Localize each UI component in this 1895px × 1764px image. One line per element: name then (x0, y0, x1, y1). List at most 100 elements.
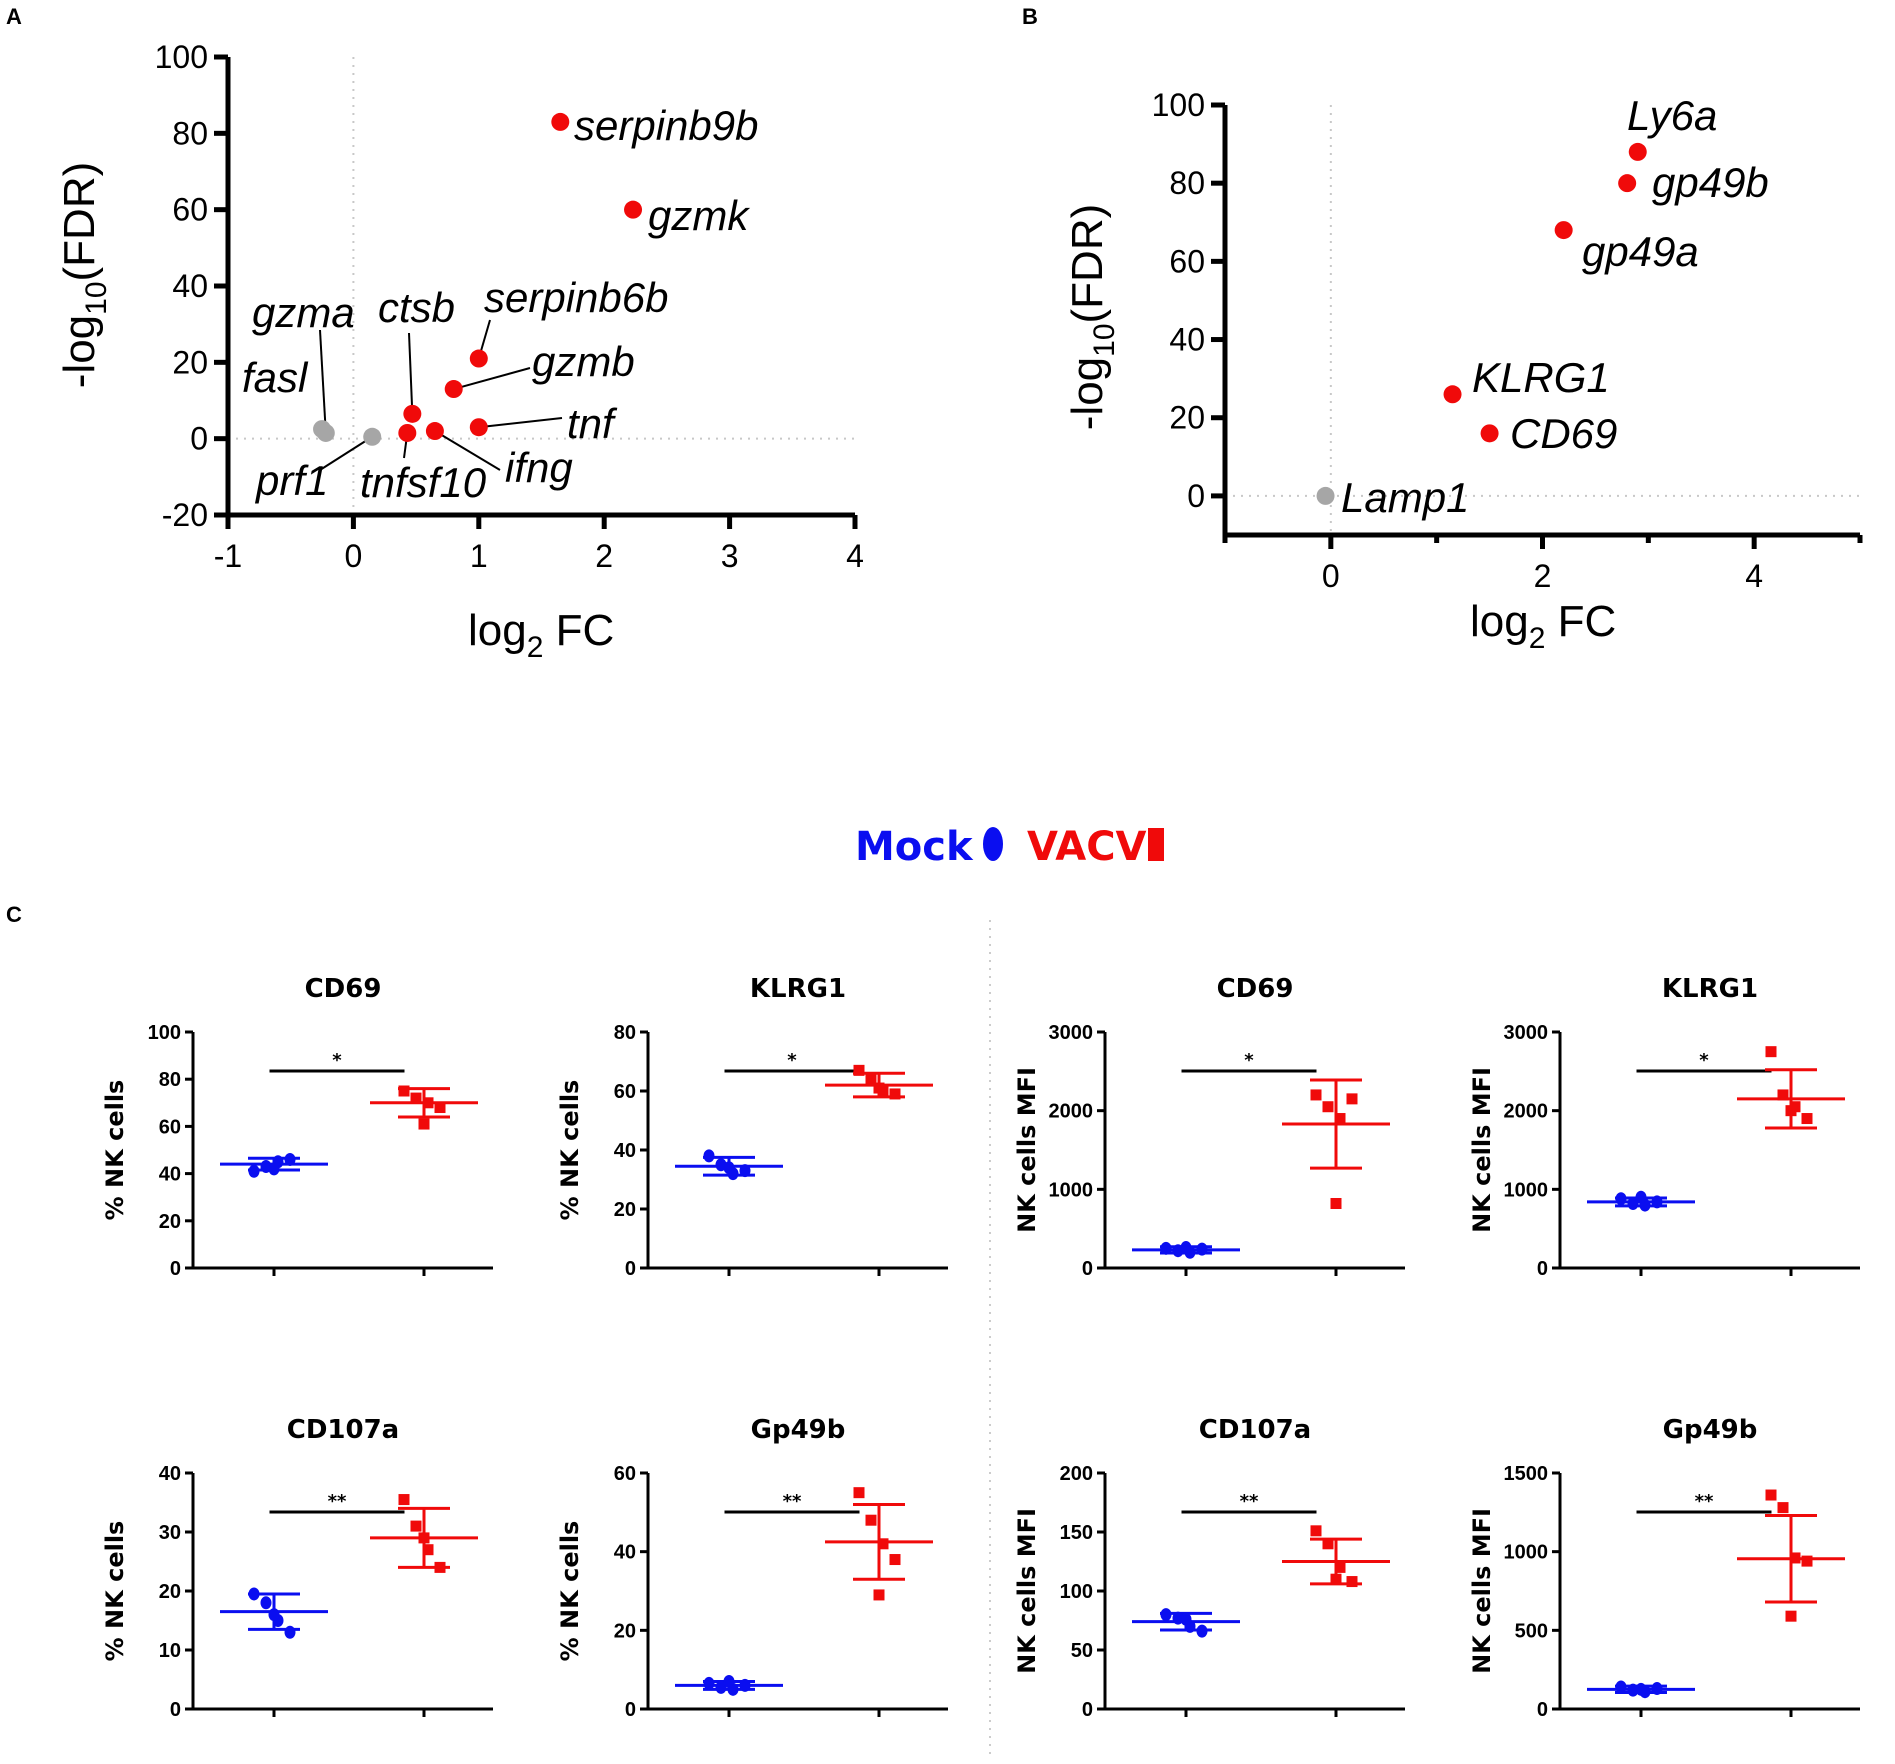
vacv-point (1334, 1113, 1346, 1125)
gene-point-tnf (469, 418, 488, 437)
panel-label-c: C (6, 902, 22, 927)
vacv-point (1789, 1552, 1801, 1564)
vacv-point (853, 1487, 865, 1499)
gene-point-Lamp1 (1316, 486, 1335, 505)
vacv-point (410, 1520, 422, 1532)
dot-plot-C-gp49b-mfi: Gp49b NK cells MFI 0 500 1000 1500 ** (1468, 1415, 1860, 1721)
y-tick-label: 0 (190, 421, 208, 457)
gene-point-serpinb9b (551, 112, 570, 131)
y-axis-label: -log10(FDR) (1063, 204, 1121, 430)
mock-point (1180, 1241, 1192, 1255)
gene-point-KLRG1 (1443, 385, 1462, 404)
y-tick-label: 0 (1537, 1258, 1548, 1280)
gene-point-Ly6a (1628, 142, 1647, 161)
gene-label-prf1: prf1 (254, 457, 328, 504)
significance-label: ** (1240, 1491, 1259, 1512)
y-tick-label: 1000 (1504, 1542, 1549, 1564)
y-tick-label: 60 (159, 1116, 181, 1138)
y-tick-label: 0 (170, 1699, 181, 1721)
x-tick-label: 3 (721, 538, 739, 574)
gene-point-ifng (425, 422, 444, 441)
mock-point (268, 1162, 280, 1176)
x-tick-label: 1 (470, 538, 488, 574)
gene-label-gzmb: gzmb (532, 338, 635, 385)
y-tick-label: -20 (162, 497, 208, 533)
gene-point-gp49b (1618, 174, 1637, 193)
y-tick-label: 2000 (1504, 1101, 1549, 1123)
gene-label-ifng: ifng (505, 444, 573, 491)
gene-label-ctsb: ctsb (378, 284, 455, 331)
vacv-point (853, 1064, 865, 1076)
y-tick-label: 20 (159, 1581, 181, 1603)
mock-point (284, 1152, 296, 1166)
y-tick-label: 0 (1082, 1258, 1093, 1280)
mock-point (284, 1625, 296, 1639)
y-tick-label: 20 (614, 1199, 636, 1221)
mock-point (1172, 1611, 1184, 1625)
significance-label: * (1244, 1050, 1254, 1071)
mock-point (1615, 1680, 1627, 1694)
x-tick-label: 0 (1322, 558, 1340, 594)
y-tick-label: 3000 (1504, 1022, 1549, 1044)
y-tick-label: 100 (1060, 1581, 1093, 1603)
gene-point-gzmb (444, 380, 463, 399)
gene-point-gp49a (1554, 221, 1573, 240)
plot-title: Gp49b (751, 1415, 846, 1445)
gene-point-prf1 (363, 427, 382, 446)
vacv-point (1777, 1502, 1789, 1514)
x-axis-label-sub: 2 (1529, 622, 1546, 655)
y-axis-label: NK cells MFI (1013, 1067, 1041, 1233)
mock-point (1635, 1682, 1647, 1696)
y-axis-label: % NK cells (556, 1080, 584, 1221)
dot-plot-C-cd69-mfi: CD69 NK cells MFI 0 1000 2000 3000 * (1013, 974, 1405, 1280)
x-tick-label: -1 (214, 538, 242, 574)
y-tick-label: 0 (625, 1699, 636, 1721)
mock-point (1160, 1608, 1172, 1622)
x-tick-label: 4 (846, 538, 864, 574)
vacv-point (1322, 1538, 1334, 1550)
y-tick-label: 20 (614, 1620, 636, 1642)
plot-title: CD107a (1199, 1415, 1311, 1445)
vacv-point (398, 1085, 410, 1097)
y-tick-label: 100 (1152, 87, 1205, 123)
plot-title: KLRG1 (750, 974, 846, 1004)
vacv-point (1310, 1525, 1322, 1537)
vacv-point (398, 1494, 410, 1506)
y-tick-label: 150 (1060, 1522, 1093, 1544)
gene-label-gp49b: gp49b (1652, 159, 1769, 206)
gene-label-CD69: CD69 (1510, 410, 1617, 457)
gene-label-fasl: fasl (242, 354, 309, 401)
x-axis-label-main: log (1470, 597, 1529, 646)
mock-point (260, 1596, 272, 1610)
gene-point-tnfsf10 (398, 423, 417, 442)
label-leader-line (319, 435, 373, 471)
vacv-point (877, 1538, 889, 1550)
y-tick-label: 1500 (1504, 1463, 1549, 1485)
vacv-point (418, 1532, 430, 1544)
dot-plot-C-klrg1-mfi: KLRG1 NK cells MFI 0 1000 2000 3000 * (1468, 974, 1860, 1280)
dot-plot-C-cd107a-mfi: CD107a NK cells MFI 0 50 100 150 200 ** (1013, 1415, 1405, 1721)
vacv-point (873, 1082, 885, 1094)
y-tick-label: 80 (614, 1022, 636, 1044)
y-axis-label-pre: -log (55, 315, 104, 388)
panel-label-a: A (6, 4, 22, 29)
plot-title: CD69 (1217, 974, 1294, 1004)
y-tick-label: 80 (159, 1069, 181, 1091)
vacv-point (1801, 1555, 1813, 1567)
y-tick-label: 100 (155, 39, 208, 75)
y-tick-label: 40 (159, 1164, 181, 1186)
y-tick-label: 60 (172, 192, 208, 228)
gene-label-Ly6a: Ly6a (1627, 92, 1717, 139)
x-axis-label: log2 FC (1470, 597, 1616, 655)
y-axis-label: % NK cells (101, 1521, 129, 1662)
gene-point-serpinb6b (469, 349, 488, 368)
y-tick-label: 100 (148, 1022, 181, 1044)
y-tick-label: 0 (1187, 478, 1205, 514)
plot-title: Gp49b (1663, 1415, 1758, 1445)
y-tick-label: 30 (159, 1522, 181, 1544)
y-axis-label: % NK cells (556, 1521, 584, 1662)
mock-point (715, 1680, 727, 1694)
vacv-point (410, 1092, 422, 1104)
significance-label: ** (328, 1491, 347, 1512)
vacv-point (1330, 1573, 1342, 1585)
